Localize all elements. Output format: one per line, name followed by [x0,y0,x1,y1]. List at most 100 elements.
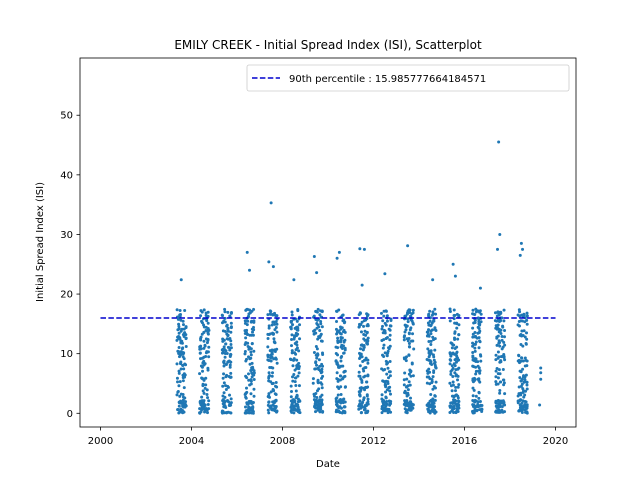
data-point [229,375,233,379]
data-point [518,310,522,314]
data-point [207,355,211,359]
data-point [433,360,437,364]
data-point [479,312,483,316]
data-point [433,394,437,398]
data-point [228,348,232,352]
data-point [221,409,225,413]
data-point [202,339,206,343]
data-point [478,329,482,333]
data-point [223,307,227,311]
data-point [206,330,210,334]
data-point [335,371,339,375]
data-point [206,402,210,406]
data-point [521,247,525,251]
data-point [229,321,233,325]
data-point [474,372,478,376]
y-tick-label: 30 [60,230,73,241]
data-point [471,335,475,339]
data-point [366,374,370,378]
data-point [204,325,208,329]
data-point [524,373,528,377]
data-point [274,409,278,413]
data-point [251,405,255,409]
data-point [494,369,498,373]
data-point [180,327,184,331]
data-point [449,369,453,373]
data-point [522,329,526,333]
data-point [427,339,431,343]
data-point [229,326,233,330]
data-point [434,380,438,384]
data-point [224,388,228,392]
data-point [225,399,229,403]
data-point [473,349,477,353]
data-point [455,326,459,330]
data-point [320,393,324,397]
data-point [402,357,406,361]
data-point [271,265,275,269]
data-point [228,337,232,341]
data-point [384,337,388,341]
data-point [342,339,346,343]
data-point [359,347,363,351]
data-point [402,378,406,382]
data-point [524,342,528,346]
data-point [362,358,366,362]
data-point [229,401,233,405]
data-point [275,322,279,326]
data-point [357,313,361,317]
data-point [406,320,410,324]
data-point [389,410,393,414]
data-point [382,343,386,347]
data-point [522,389,526,393]
data-point [298,323,302,327]
data-point [525,322,529,326]
data-point [247,372,250,376]
data-point [266,353,270,357]
data-point [179,318,183,322]
data-point [516,313,520,317]
data-point [363,329,367,333]
data-point [177,322,181,326]
data-point [429,360,433,364]
data-point [229,403,233,407]
data-point [250,342,254,346]
data-point [181,363,185,367]
data-point [266,337,270,341]
data-point [319,332,323,336]
data-point [271,371,274,375]
y-axis-title: Initial Spread Index (ISI) [35,182,46,302]
data-point [319,320,323,324]
data-point [495,326,499,330]
data-point [407,332,411,336]
data-point [183,403,187,407]
data-point [314,410,318,414]
data-point [181,405,185,409]
data-point [229,371,233,375]
data-point [365,393,369,397]
data-point [365,386,369,389]
data-point [497,408,501,412]
data-point [175,338,179,342]
data-point [298,337,302,341]
data-point [500,334,504,338]
data-point [337,250,341,254]
data-point [266,408,270,412]
data-point [184,345,188,349]
data-point [338,378,342,382]
data-point [224,362,228,366]
data-point [500,338,504,342]
data-point [294,395,298,399]
data-point [388,338,392,342]
data-point [494,400,498,404]
data-point [175,362,179,366]
data-point [453,346,457,350]
data-point [244,409,248,413]
data-point [408,400,412,404]
data-point [245,376,249,380]
data-point [183,362,187,366]
data-point [225,373,229,377]
data-point [180,347,184,351]
data-point [316,323,320,327]
data-point [451,407,455,411]
